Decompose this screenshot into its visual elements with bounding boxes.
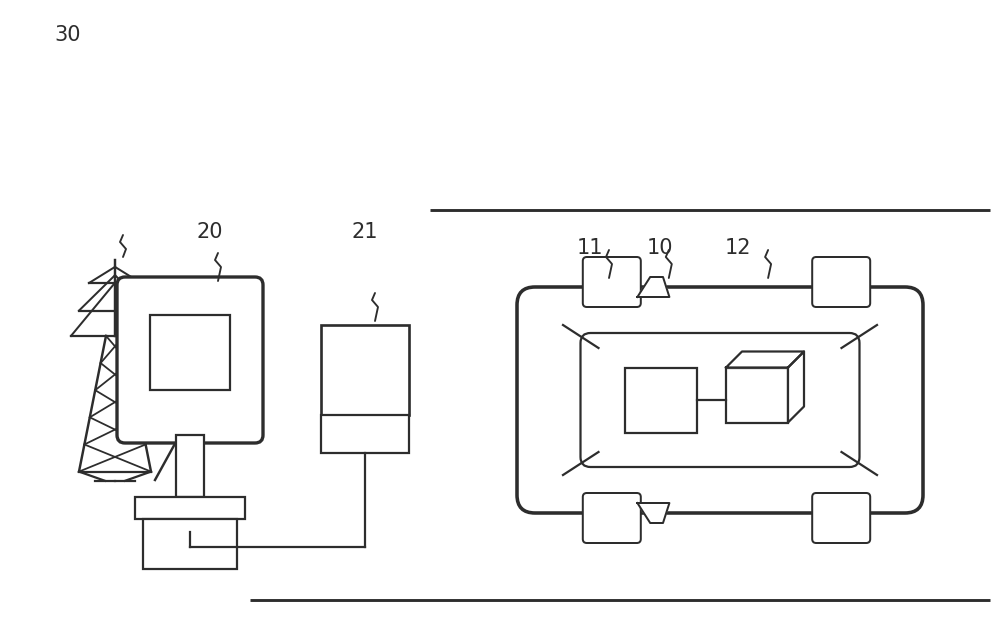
Polygon shape [726,352,804,367]
Bar [176,435,204,497]
Text: 21: 21 [352,222,378,242]
Polygon shape [637,503,669,523]
Bar [321,415,409,453]
Bar [726,367,788,423]
Bar [625,367,697,433]
FancyBboxPatch shape [583,257,641,307]
FancyBboxPatch shape [583,493,641,543]
FancyBboxPatch shape [580,333,860,467]
FancyBboxPatch shape [812,493,870,543]
Text: 10: 10 [647,238,673,258]
Text: 12: 12 [725,238,751,258]
Bar [135,497,245,519]
Bar [321,325,409,415]
FancyBboxPatch shape [812,257,870,307]
Polygon shape [788,352,804,423]
FancyBboxPatch shape [517,287,923,513]
Polygon shape [637,277,669,297]
Text: 11: 11 [577,238,603,258]
Text: 30: 30 [55,25,81,45]
Text: 20: 20 [197,222,223,242]
Bar [150,315,230,389]
Bar [143,519,237,569]
FancyBboxPatch shape [117,277,263,443]
